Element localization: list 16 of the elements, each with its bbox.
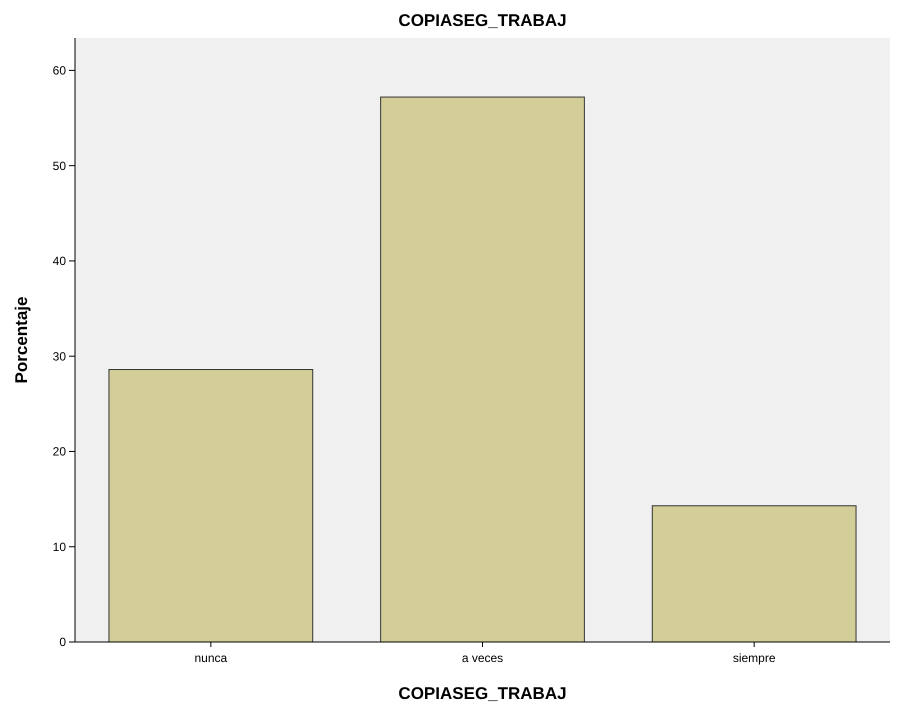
x-tick-label: a veces <box>462 651 504 665</box>
y-axis-title: Porcentaje <box>12 296 31 384</box>
y-tick-label: 60 <box>52 64 66 78</box>
y-tick-label: 20 <box>52 444 66 459</box>
bar <box>652 505 857 642</box>
y-tick-label: 50 <box>52 158 66 173</box>
x-tick-label: siempre <box>732 651 776 665</box>
y-tick-label: 40 <box>52 254 66 268</box>
bar <box>108 369 314 642</box>
y-tick-label: 0 <box>59 635 66 650</box>
bar <box>380 96 585 642</box>
x-tick-label: nunca <box>194 651 228 665</box>
chart-title: COPIASEG_TRABAJ <box>398 11 567 30</box>
y-tick-label: 30 <box>52 349 66 364</box>
x-axis-title: COPIASEG_TRABAJ <box>398 684 567 703</box>
y-tick-label: 10 <box>52 540 66 554</box>
